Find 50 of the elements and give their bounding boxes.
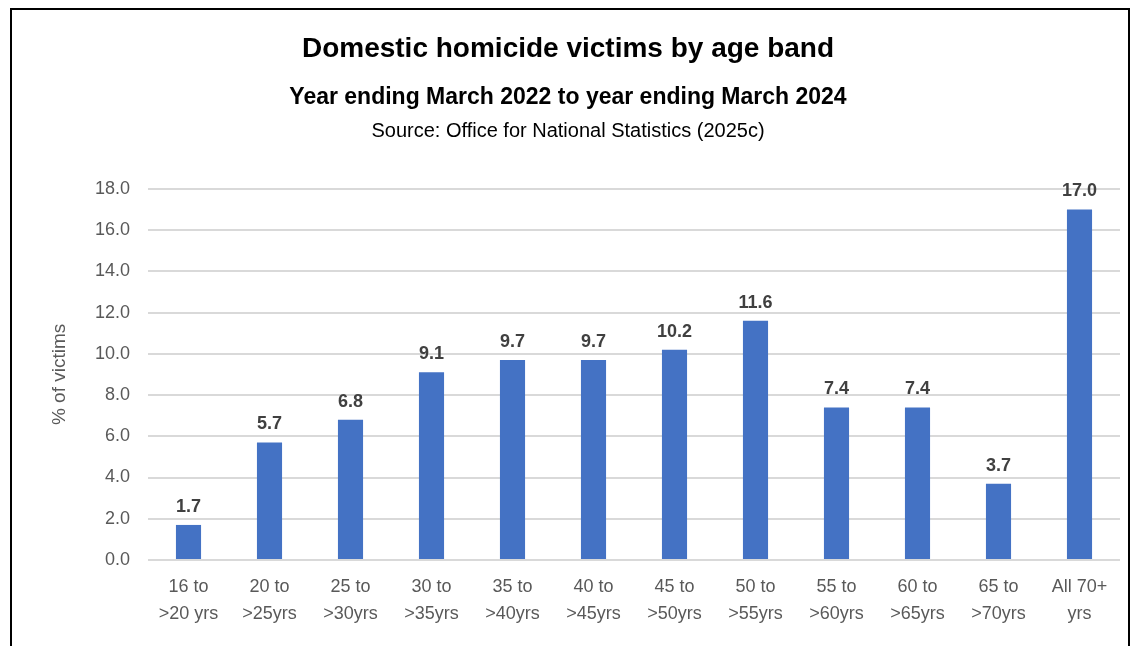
x-tick-label: 25 to >30yrs [323, 576, 378, 624]
x-tick-label: 60 to >65yrs [890, 576, 945, 624]
bar [823, 407, 850, 559]
x-tick-label: 16 to >20 yrs [158, 576, 219, 624]
bar [1066, 209, 1093, 559]
x-tick-label: 55 to >60yrs [809, 576, 864, 624]
y-tick-label: 14.0 [94, 260, 130, 281]
data-label: 9.7 [580, 330, 607, 351]
y-tick-label: 18.0 [94, 177, 130, 198]
data-label: 9.7 [499, 330, 526, 351]
x-tick-label: 45 to >50yrs [647, 576, 702, 624]
chart-subtitle: Year ending March 2022 to year ending March 2024 [288, 83, 848, 111]
bar [337, 419, 364, 559]
x-tick-label: 50 to >55yrs [728, 576, 783, 624]
x-tick-label: All 70+ yrs [1051, 576, 1108, 624]
data-label: 1.7 [175, 495, 202, 516]
bar [256, 442, 283, 559]
y-tick-label: 6.0 [104, 425, 130, 446]
bar [175, 524, 202, 559]
y-axis-title: % of victims [47, 323, 69, 426]
y-tick-label: 16.0 [94, 219, 130, 240]
chart-title: Domestic homicide victims by age band [300, 31, 836, 65]
data-label: 11.6 [738, 291, 773, 312]
x-tick-label: 20 to >25yrs [242, 576, 297, 624]
data-label: 17.0 [1061, 180, 1098, 201]
y-tick-label: 8.0 [104, 383, 130, 404]
data-label: 9.1 [418, 343, 445, 364]
source-note: Source: Office for National Statistics (2025c) [370, 118, 766, 142]
bar [904, 407, 931, 559]
x-tick-label: 30 to >35yrs [404, 576, 459, 624]
bar [499, 359, 526, 559]
x-tick-label: 65 to >70yrs [971, 576, 1026, 624]
y-tick-label: 4.0 [104, 466, 130, 487]
bar [985, 483, 1012, 559]
y-tick-label: 2.0 [104, 507, 130, 528]
bar [418, 372, 445, 559]
y-tick-label: 12.0 [94, 301, 130, 322]
y-tick-label: 10.0 [94, 342, 130, 363]
data-label: 7.4 [904, 378, 931, 399]
data-label: 5.7 [256, 413, 283, 434]
data-label: 6.8 [337, 390, 364, 411]
y-tick-label: 0.0 [104, 548, 130, 569]
data-label: 7.4 [823, 378, 850, 399]
x-tick-label: 40 to >45yrs [566, 576, 621, 624]
bar [580, 359, 607, 559]
bar [661, 349, 688, 559]
bar [742, 320, 769, 559]
data-label: 10.2 [656, 320, 693, 341]
x-tick-label: 35 to >40yrs [485, 576, 540, 624]
data-label: 3.7 [985, 454, 1012, 475]
